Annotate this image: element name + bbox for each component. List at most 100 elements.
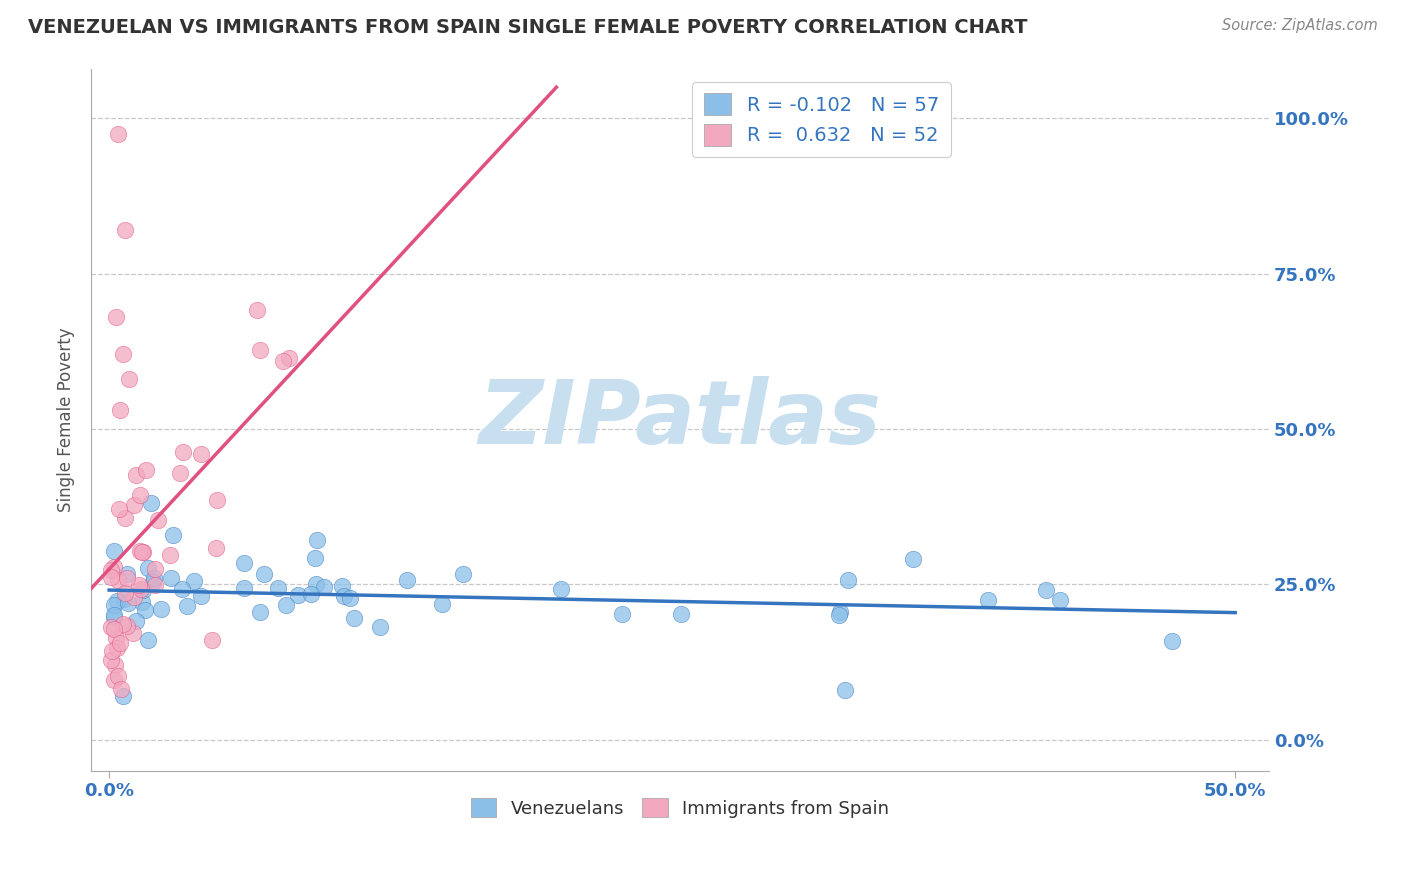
Point: [550, 582, 572, 597]
Point: [128, 577, 150, 591]
Point: [107, 669, 129, 683]
Point: [1035, 582, 1057, 597]
Point: [124, 498, 146, 512]
Point: [143, 578, 166, 592]
Point: [111, 689, 134, 703]
Point: [118, 372, 141, 386]
Point: [124, 590, 146, 604]
Point: [115, 567, 138, 582]
Point: [103, 599, 125, 613]
Point: [249, 605, 271, 619]
Point: [128, 543, 150, 558]
Point: [135, 463, 157, 477]
Point: [977, 593, 1000, 607]
Point: [1049, 592, 1071, 607]
Point: [114, 223, 136, 237]
Point: [112, 591, 135, 606]
Point: [114, 511, 136, 525]
Text: VENEZUELAN VS IMMIGRANTS FROM SPAIN SINGLE FEMALE POVERTY CORRELATION CHART: VENEZUELAN VS IMMIGRANTS FROM SPAIN SING…: [28, 18, 1028, 37]
Point: [132, 583, 155, 598]
Point: [136, 561, 159, 575]
Point: [129, 582, 152, 596]
Point: [271, 354, 294, 368]
Point: [129, 488, 152, 502]
Point: [233, 581, 256, 595]
Point: [103, 560, 125, 574]
Text: Source: ZipAtlas.com: Source: ZipAtlas.com: [1222, 18, 1378, 33]
Point: [107, 502, 129, 516]
Point: [134, 603, 156, 617]
Point: [115, 619, 138, 633]
Point: [162, 527, 184, 541]
Text: ZIPatlas: ZIPatlas: [478, 376, 882, 463]
Point: [110, 403, 132, 417]
Point: [267, 581, 290, 595]
Point: [100, 652, 122, 666]
Point: [312, 580, 335, 594]
Point: [169, 466, 191, 480]
Point: [610, 607, 633, 621]
Point: [253, 566, 276, 581]
Point: [205, 493, 228, 508]
Point: [395, 573, 418, 587]
Point: [828, 605, 851, 619]
Point: [111, 616, 134, 631]
Point: [122, 626, 145, 640]
Point: [276, 599, 298, 613]
Point: [901, 552, 924, 566]
Point: [278, 351, 301, 366]
Point: [183, 574, 205, 588]
Point: [205, 541, 228, 556]
Point: [176, 599, 198, 613]
Point: [117, 596, 139, 610]
Point: [125, 468, 148, 483]
Point: [233, 556, 256, 570]
Point: [100, 620, 122, 634]
Point: [430, 598, 453, 612]
Point: [115, 571, 138, 585]
Point: [172, 445, 194, 459]
Point: [190, 447, 212, 461]
Point: [104, 310, 127, 324]
Point: [170, 582, 193, 597]
Point: [107, 127, 129, 141]
Point: [299, 587, 322, 601]
Y-axis label: Single Female Poverty: Single Female Poverty: [58, 327, 75, 512]
Point: [104, 631, 127, 645]
Point: [108, 636, 131, 650]
Point: [125, 614, 148, 628]
Point: [131, 595, 153, 609]
Point: [249, 343, 271, 357]
Legend: Venezuelans, Immigrants from Spain: Venezuelans, Immigrants from Spain: [464, 790, 896, 825]
Point: [837, 573, 859, 587]
Point: [304, 550, 326, 565]
Point: [148, 513, 170, 527]
Point: [110, 681, 132, 696]
Point: [305, 576, 328, 591]
Point: [100, 563, 122, 577]
Point: [671, 607, 693, 621]
Point: [131, 545, 153, 559]
Point: [103, 607, 125, 622]
Point: [190, 590, 212, 604]
Point: [111, 347, 134, 361]
Point: [453, 566, 475, 581]
Point: [142, 571, 165, 585]
Point: [343, 611, 366, 625]
Point: [159, 548, 181, 562]
Point: [368, 620, 391, 634]
Point: [149, 602, 172, 616]
Point: [105, 594, 128, 608]
Point: [287, 588, 309, 602]
Point: [103, 544, 125, 558]
Point: [104, 658, 127, 673]
Point: [114, 586, 136, 600]
Point: [136, 632, 159, 647]
Point: [100, 570, 122, 584]
Point: [339, 591, 361, 605]
Point: [305, 533, 328, 547]
Point: [834, 682, 856, 697]
Point: [101, 643, 124, 657]
Point: [131, 545, 153, 559]
Point: [103, 673, 125, 688]
